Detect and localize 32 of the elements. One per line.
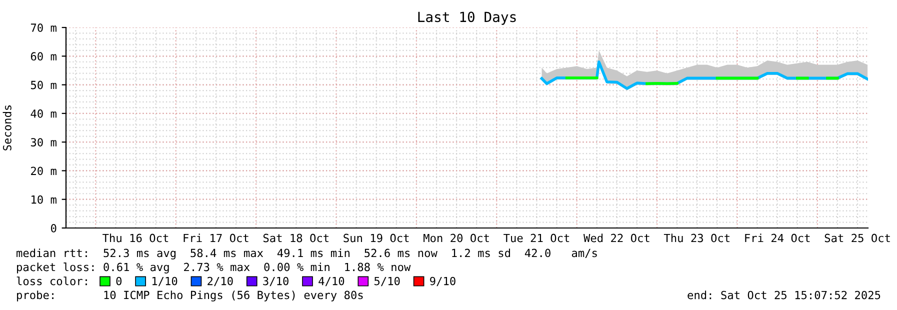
legend-label: 1/10 [152,276,178,286]
y-tick-label: 60 m [30,52,56,61]
legend-label: 5/10 [374,276,400,286]
x-tick-label: Mon 20 Oct [424,234,489,242]
y-axis-title: Seconds [2,105,12,150]
y-tick-label: 40 m [30,109,56,118]
y-tick-label: 10 m [32,195,56,204]
x-tick-label: Tue 21 Oct [504,234,570,242]
text: packet loss: 0.61 % avg 2.73 % max 0.00 % min 1.88 % now [17,262,411,274]
x-tick-label: Thu 16 Oct [102,234,168,242]
x-tick-label: Sat 25 Oct [824,234,890,242]
text: median rtt: 52.3 ms avg 58.4 ms max 49.1 ms min 52.6 ms now 1.2 ms sd 42.0 am/s [16,248,597,260]
y-tick-label: 20 m [31,166,56,176]
x-tick-label: Fri 17 Oct [184,234,248,242]
x-tick-label: Wed 22 Oct [583,234,650,242]
y-tick-label: 70 m [30,24,56,32]
y-tick-label: 50 m [30,80,56,90]
legend-label: 3/10 [263,276,288,286]
legend-title: loss color: [16,276,87,286]
legend-label: 4/10 [318,276,344,286]
chart-title: Last 10 Days [418,12,516,25]
legend-label: 2/10 [208,276,233,286]
x-tick-label: Sat 18 Oct [263,234,328,242]
x-tick-label: Sun 19 Oct [344,234,409,242]
text: end: Sat Oct 25 15:07:52 2025 [688,290,880,300]
legend-label: 0 [116,276,122,286]
text: probe: 10 ICMP Echo Pings (56 Bytes) every 80s [17,290,363,302]
y-tick-label: 30 m [30,138,56,146]
y-tick-label: 0 [51,224,56,232]
x-tick-label: Fri 24 Oct [745,234,810,242]
legend-label: 9/10 [430,276,456,286]
x-tick-label: Thu 23 Oct [664,234,730,242]
